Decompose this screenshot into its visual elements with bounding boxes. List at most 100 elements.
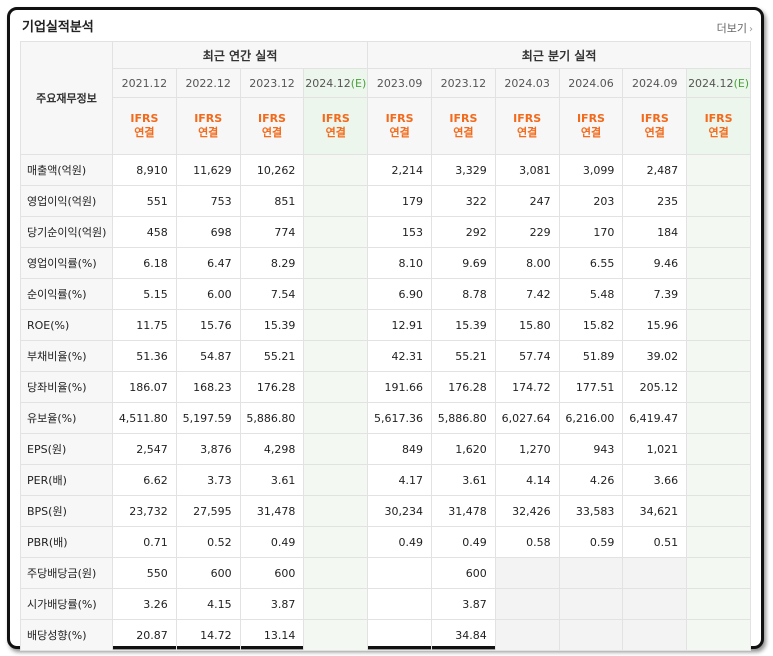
ifrs-header: IFRS 연결 bbox=[175, 97, 241, 155]
table-row: PER(배) 6.62 3.73 3.61 4.17 3.61 4.14 4.26 3.66 bbox=[20, 464, 751, 496]
value-cell bbox=[558, 557, 624, 589]
value-cell: 27,595 bbox=[175, 495, 241, 527]
ifrs-label: IFRS bbox=[640, 112, 669, 125]
value-cell: 9.46 bbox=[622, 247, 688, 279]
ifrs-label: IFRS bbox=[130, 112, 159, 125]
value-cell: 3.61 bbox=[430, 464, 496, 496]
ifrs-header: IFRS 연결 bbox=[112, 97, 177, 155]
value-cell: 3.66 bbox=[622, 464, 688, 496]
value-cell: 3.73 bbox=[175, 464, 241, 496]
consolidated-label: 연결 bbox=[517, 126, 538, 139]
ifrs-label: IFRS bbox=[576, 112, 605, 125]
value-cell bbox=[367, 619, 432, 651]
value-cell bbox=[494, 619, 560, 651]
value-cell: 229 bbox=[494, 216, 560, 248]
value-cell: 15.76 bbox=[175, 309, 241, 341]
value-cell: 849 bbox=[367, 433, 432, 465]
value-cell bbox=[686, 588, 751, 620]
ifrs-label: IFRS bbox=[321, 112, 350, 125]
value-cell bbox=[367, 588, 432, 620]
consolidated-label: 연결 bbox=[453, 126, 474, 139]
period-header: 2024.12(E) bbox=[303, 68, 369, 98]
value-cell: 8.10 bbox=[367, 247, 432, 279]
value-cell: 32,426 bbox=[494, 495, 560, 527]
period-label: 2024.12 bbox=[688, 76, 734, 90]
value-cell bbox=[303, 278, 369, 310]
value-cell: 51.89 bbox=[558, 340, 624, 372]
more-link[interactable]: 더보기 › bbox=[717, 20, 753, 36]
value-cell: 33,583 bbox=[558, 495, 624, 527]
period-header: 2023.12 bbox=[430, 68, 496, 98]
value-cell: 55.21 bbox=[239, 340, 305, 372]
value-cell: 753 bbox=[175, 185, 241, 217]
value-cell: 54.87 bbox=[175, 340, 241, 372]
value-cell bbox=[686, 185, 751, 217]
value-cell bbox=[686, 464, 751, 496]
value-cell: 4.14 bbox=[494, 464, 560, 496]
consolidated-label: 연결 bbox=[580, 126, 602, 139]
period-label: 2023.12 bbox=[440, 76, 487, 90]
value-cell: 2,214 bbox=[367, 154, 432, 186]
value-cell bbox=[494, 588, 560, 620]
period-label: 2022.12 bbox=[185, 76, 231, 90]
metric-label: 순이익률(%) bbox=[20, 278, 113, 310]
table-row: 부채비율(%) 51.36 54.87 55.21 42.31 55.21 57.74 51.… bbox=[20, 340, 751, 372]
value-cell: 23,732 bbox=[112, 495, 177, 527]
value-cell: 179 bbox=[367, 185, 432, 217]
consolidated-label: 연결 bbox=[261, 126, 283, 139]
value-cell: 203 bbox=[558, 185, 624, 217]
value-cell bbox=[622, 588, 688, 620]
period-label: 2024.12 bbox=[305, 76, 351, 90]
ifrs-header: IFRS 연결 bbox=[686, 97, 751, 155]
value-cell: 6.90 bbox=[367, 278, 432, 310]
value-cell bbox=[558, 588, 624, 620]
period-header: 2023.09 bbox=[367, 68, 432, 98]
table-row: EPS(원) 2,547 3,876 4,298 849 1,620 1,270 943 1,0… bbox=[20, 433, 751, 465]
value-cell: 5,617.36 bbox=[367, 402, 432, 434]
value-cell bbox=[686, 371, 751, 403]
ifrs-label: IFRS bbox=[449, 112, 478, 125]
value-cell: 600 bbox=[430, 557, 496, 589]
value-cell: 57.74 bbox=[494, 340, 560, 372]
value-cell: 8.00 bbox=[494, 247, 560, 279]
value-cell: 3,099 bbox=[558, 154, 624, 186]
value-cell: 774 bbox=[239, 216, 305, 248]
table-row: 순이익률(%) 5.15 6.00 7.54 6.90 8.78 7.42 5.48 7.39 bbox=[20, 278, 751, 310]
value-cell: 6.47 bbox=[175, 247, 241, 279]
value-cell: 6,419.47 bbox=[622, 402, 688, 434]
value-cell: 10,262 bbox=[239, 154, 305, 186]
value-cell: 15.39 bbox=[239, 309, 305, 341]
ifrs-label: IFRS bbox=[194, 112, 223, 125]
table-row: 영업이익(억원) 551 753 851 179 322 247 203 235 bbox=[20, 185, 751, 217]
row-header-label: 주요재무정보 bbox=[20, 41, 113, 155]
value-cell: 8,910 bbox=[112, 154, 177, 186]
value-cell: 14.72 bbox=[175, 619, 241, 651]
consolidated-label: 연결 bbox=[198, 126, 219, 139]
value-cell: 31,478 bbox=[239, 495, 305, 527]
ifrs-header: IFRS 연결 bbox=[303, 97, 369, 155]
consolidated-label: 연결 bbox=[325, 126, 346, 139]
metric-label: BPS(원) bbox=[20, 495, 113, 527]
period-header: 2024.09 bbox=[622, 68, 688, 98]
value-cell: 2,547 bbox=[112, 433, 177, 465]
period-header: 2021.12 bbox=[112, 68, 177, 98]
value-cell: 551 bbox=[112, 185, 177, 217]
value-cell: 698 bbox=[175, 216, 241, 248]
value-cell bbox=[303, 557, 369, 589]
value-cell: 6,216.00 bbox=[558, 402, 624, 434]
value-cell bbox=[494, 557, 560, 589]
value-cell: 5.15 bbox=[112, 278, 177, 310]
value-cell: 153 bbox=[367, 216, 432, 248]
quarter-group-header: 최근 분기 실적 bbox=[367, 41, 751, 69]
value-cell bbox=[303, 526, 369, 558]
value-cell: 170 bbox=[558, 216, 624, 248]
estimate-mark: (E) bbox=[733, 76, 750, 90]
value-cell bbox=[367, 557, 432, 589]
value-cell bbox=[686, 309, 751, 341]
value-cell: 168.23 bbox=[175, 371, 241, 403]
ifrs-label: IFRS bbox=[704, 112, 733, 125]
value-cell bbox=[303, 309, 369, 341]
ifrs-header: IFRS 연결 bbox=[558, 97, 624, 155]
value-cell bbox=[686, 216, 751, 248]
value-cell: 6.00 bbox=[175, 278, 241, 310]
